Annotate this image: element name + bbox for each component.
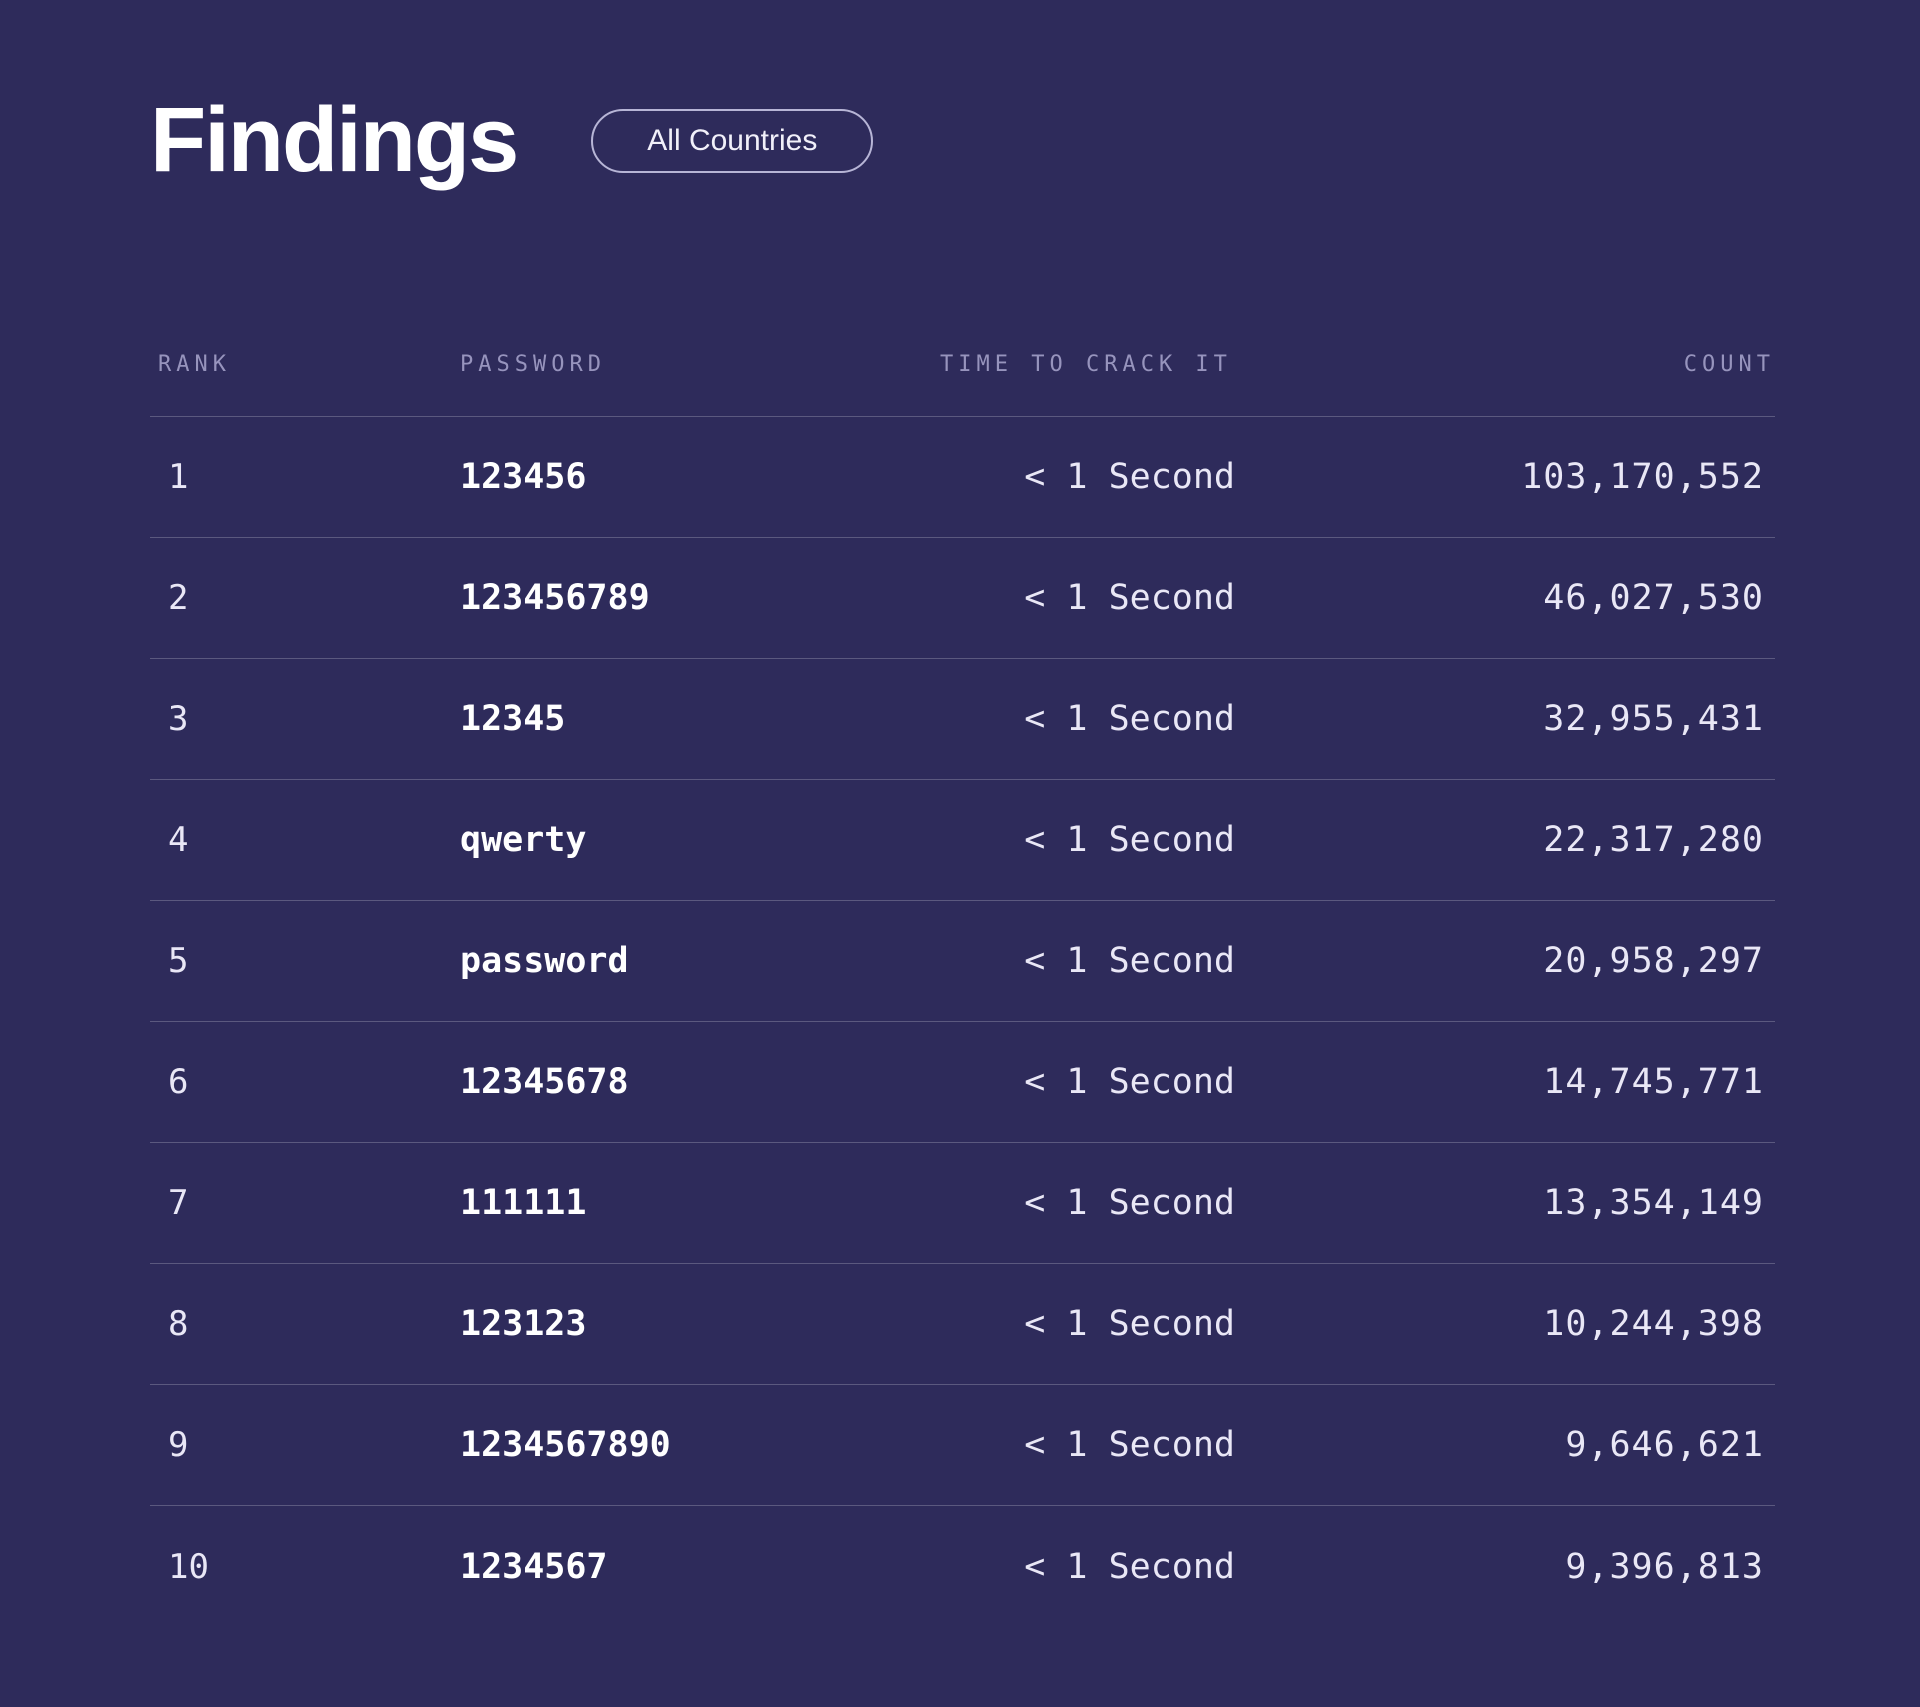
count-cell: 9,396,813 <box>1565 1546 1764 1587</box>
rank-cell: 1 <box>168 457 189 498</box>
password-cell: 123123 <box>460 1304 587 1345</box>
time-to-crack-cell: < 1 Second <box>1024 1425 1235 1466</box>
time-to-crack-cell: < 1 Second <box>1024 578 1235 619</box>
count-cell: 22,317,280 <box>1543 820 1764 861</box>
count-cell: 103,170,552 <box>1521 457 1764 498</box>
column-header-rank: RANK <box>158 351 231 377</box>
rank-cell: 4 <box>168 820 189 861</box>
time-to-crack-cell: < 1 Second <box>1024 699 1235 740</box>
column-header-time-to-crack: TIME TO CRACK IT <box>940 351 1232 377</box>
password-cell: 1234567890 <box>460 1425 671 1466</box>
country-filter-button[interactable]: All Countries <box>591 108 874 173</box>
table-row: 4 qwerty < 1 Second 22,317,280 <box>150 780 1775 902</box>
count-cell: 10,244,398 <box>1543 1304 1764 1345</box>
password-cell: 1234567 <box>460 1546 608 1587</box>
count-cell: 46,027,530 <box>1543 578 1764 619</box>
table-row: 2 123456789 < 1 Second 46,027,530 <box>150 538 1775 660</box>
column-header-count: COUNT <box>1683 351 1775 377</box>
table-body: 1 123456 < 1 Second 103,170,552 2 123456… <box>150 417 1775 1627</box>
rank-cell: 3 <box>168 699 189 740</box>
count-cell: 32,955,431 <box>1543 699 1764 740</box>
table-row: 7 111111 < 1 Second 13,354,149 <box>150 1143 1775 1265</box>
table-row: 9 1234567890 < 1 Second 9,646,621 <box>150 1385 1775 1507</box>
rank-cell: 8 <box>168 1304 189 1345</box>
password-cell: 123456789 <box>460 578 650 619</box>
rank-cell: 9 <box>168 1425 189 1466</box>
time-to-crack-cell: < 1 Second <box>1024 1183 1235 1224</box>
count-cell: 20,958,297 <box>1543 941 1764 982</box>
rank-cell: 6 <box>168 1062 189 1103</box>
rank-cell: 7 <box>168 1183 189 1224</box>
rank-cell: 10 <box>168 1546 209 1587</box>
table-row: 5 password < 1 Second 20,958,297 <box>150 901 1775 1023</box>
table-row: 8 123123 < 1 Second 10,244,398 <box>150 1264 1775 1386</box>
time-to-crack-cell: < 1 Second <box>1024 1062 1235 1103</box>
page-title: Findings <box>150 89 519 191</box>
time-to-crack-cell: < 1 Second <box>1024 457 1235 498</box>
time-to-crack-cell: < 1 Second <box>1024 1546 1235 1587</box>
count-cell: 13,354,149 <box>1543 1183 1764 1224</box>
count-cell: 9,646,621 <box>1565 1425 1764 1466</box>
time-to-crack-cell: < 1 Second <box>1024 1304 1235 1345</box>
table-row: 10 1234567 < 1 Second 9,396,813 <box>150 1506 1775 1627</box>
table-row: 1 123456 < 1 Second 103,170,552 <box>150 417 1775 539</box>
time-to-crack-cell: < 1 Second <box>1024 941 1235 982</box>
password-cell: 123456 <box>460 457 587 498</box>
count-cell: 14,745,771 <box>1543 1062 1764 1103</box>
table-row: 6 12345678 < 1 Second 14,745,771 <box>150 1022 1775 1144</box>
rank-cell: 5 <box>168 941 189 982</box>
password-cell: 12345678 <box>460 1062 629 1103</box>
time-to-crack-cell: < 1 Second <box>1024 820 1235 861</box>
table-header-row: RANK PASSWORD TIME TO CRACK IT COUNT <box>150 351 1775 418</box>
password-cell: 111111 <box>460 1183 587 1224</box>
password-cell: 12345 <box>460 699 566 740</box>
password-cell: password <box>460 941 629 982</box>
page-header: Findings All Countries <box>150 88 1775 194</box>
rank-cell: 2 <box>168 578 189 619</box>
column-header-password: PASSWORD <box>460 351 606 377</box>
table-row: 3 12345 < 1 Second 32,955,431 <box>150 659 1775 781</box>
password-cell: qwerty <box>460 820 587 861</box>
findings-table: RANK PASSWORD TIME TO CRACK IT COUNT 1 1… <box>150 352 1775 1627</box>
